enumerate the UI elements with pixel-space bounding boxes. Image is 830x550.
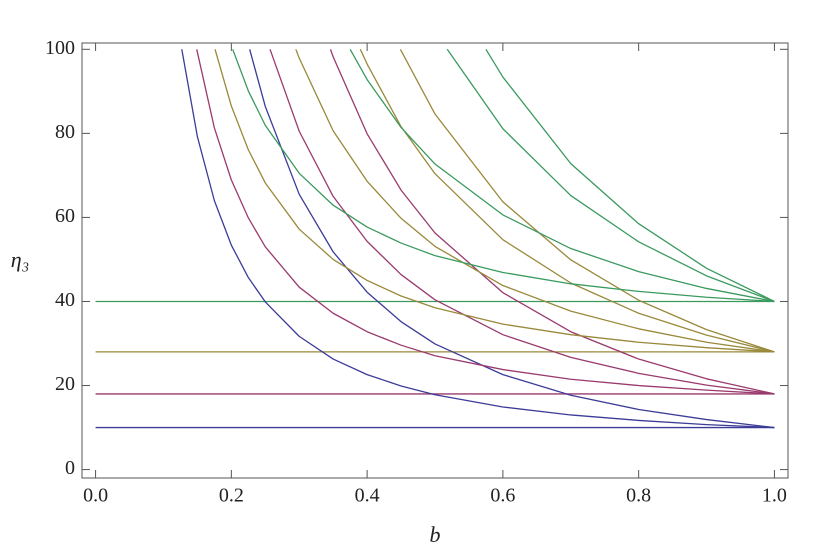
x-tick-label: 0.4 (355, 485, 380, 507)
x-tick-label: 0.0 (83, 485, 108, 507)
y-tick-label: 20 (55, 373, 75, 395)
x-tick-label: 0.2 (219, 485, 244, 507)
x-tick-label: 0.8 (626, 485, 651, 507)
curve (295, 49, 775, 353)
curve (196, 49, 775, 395)
plot-frame (81, 42, 789, 479)
y-axis-label: η₃ (11, 247, 30, 272)
curve (214, 49, 775, 353)
curve (181, 49, 775, 429)
curve (399, 48, 775, 353)
curve (249, 49, 775, 429)
y-tick-label: 40 (55, 289, 75, 311)
curve (329, 49, 775, 395)
y-tick-label: 80 (55, 121, 75, 143)
curve (349, 48, 775, 303)
y-tick-label: 60 (55, 205, 75, 227)
curve (446, 48, 775, 303)
y-tick-label: 0 (65, 457, 75, 479)
curve (485, 48, 775, 303)
x-tick-label: 1.0 (762, 485, 787, 507)
curve (269, 49, 775, 395)
x-axis-label: b (430, 522, 441, 547)
curve (359, 49, 775, 353)
curve (232, 49, 775, 303)
y-tick-label: 100 (45, 37, 75, 59)
x-tick-label: 0.6 (490, 485, 515, 507)
